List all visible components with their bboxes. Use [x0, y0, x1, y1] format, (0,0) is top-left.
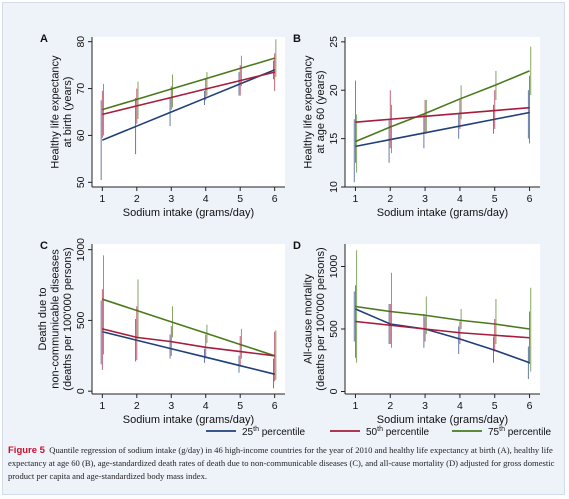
legend: 25th percentile 50th percentile 75th perce…	[206, 426, 552, 438]
y-tick-label: 500	[75, 312, 87, 330]
series-line-p75	[102, 57, 275, 111]
y-axis-label: All-cause mortality	[303, 274, 315, 364]
y-tick-label: 25	[328, 36, 340, 48]
series-line-p50	[355, 320, 530, 339]
figure-label: Figure 5	[8, 445, 45, 456]
y-tick-label: 80	[75, 36, 87, 48]
x-tick-label: 2	[387, 193, 393, 205]
y-tick-label: 1000	[328, 255, 340, 279]
x-tick-label: 5	[237, 400, 243, 412]
plot-area	[345, 37, 540, 187]
y-tick-label: 0	[328, 388, 340, 394]
y-tick-label: 50	[75, 176, 87, 188]
x-tick-label: 2	[134, 400, 140, 412]
x-axis-label: Sodium intake (grams/day)	[377, 207, 508, 219]
y-tick-label: 20	[328, 84, 340, 96]
x-tick-label: 4	[457, 193, 463, 205]
series-line-p25	[355, 308, 530, 364]
y-axis-label: at birth (years)	[62, 77, 74, 148]
plot-area	[345, 244, 540, 394]
series-line-p25	[102, 330, 275, 375]
y-tick-label: 15	[328, 133, 340, 145]
series-line-p25	[102, 69, 275, 141]
y-tick-label: 70	[75, 83, 87, 95]
y-axis-label: non-communicable diseases	[50, 249, 62, 389]
series-line-p75	[355, 305, 530, 330]
caption-text: Quantile regression of sodium intake (g/…	[8, 445, 555, 481]
x-tick-label: 5	[237, 193, 243, 205]
legend-label-p75: 75th percentile	[488, 426, 552, 438]
figure-caption: Figure 5 Quantile regression of sodium i…	[8, 444, 560, 483]
panel-letter: C	[40, 240, 48, 252]
series-line-p50	[102, 328, 275, 357]
chart-panel-d: D 1 2 3 4 5 6 0 500 1000 Sodium intake (grams/day)…	[293, 240, 540, 426]
plot-area	[92, 37, 285, 187]
x-tick-label: 4	[457, 400, 463, 412]
x-tick-label: 2	[134, 193, 140, 205]
y-tick-label: 10	[328, 181, 340, 193]
x-tick-label: 3	[168, 193, 174, 205]
legend-label-p50: 50th percentile	[366, 426, 430, 438]
x-tick-label: 5	[492, 400, 498, 412]
series-line-p50	[355, 106, 530, 123]
x-tick-label: 6	[527, 400, 533, 412]
x-tick-label: 1	[99, 400, 105, 412]
x-tick-label: 6	[272, 193, 278, 205]
x-tick-label: 4	[203, 400, 209, 412]
y-tick-label: 500	[328, 320, 340, 338]
panel-letter: D	[293, 240, 301, 252]
series-line-p25	[355, 111, 530, 148]
chart-panel-c: C 1 2 3 4 5 6 0 500 1000 Sodium intake (grams/day)…	[37, 238, 285, 426]
x-tick-label: 1	[353, 400, 359, 412]
y-tick-label: 0	[75, 388, 87, 394]
series-line-p50	[102, 71, 275, 116]
chart-panel-a: A 1 2 3 4 5 6 50 60 70 80 Sodium intake (grams/day)…	[40, 33, 285, 219]
x-tick-label: 4	[203, 193, 209, 205]
x-tick-label: 6	[272, 400, 278, 412]
y-tick-label: 60	[75, 129, 87, 141]
y-axis-label: (deaths per 100'000 persons)	[62, 247, 74, 390]
y-axis-label: Healthy life expectancy	[50, 55, 62, 169]
x-axis-label: Sodium intake (grams/day)	[123, 414, 254, 426]
chart-panel-b: B 1 2 3 4 5 6 10 15 20 25 Sodium intake (grams/day)…	[293, 33, 540, 219]
panel-letter: A	[40, 33, 48, 45]
x-tick-label: 3	[422, 400, 428, 412]
x-tick-label: 1	[353, 193, 359, 205]
y-axis-label: at age 60 (years)	[315, 70, 327, 153]
series-line-p75	[355, 70, 530, 143]
legend-label-p25: 25th percentile	[242, 426, 306, 438]
x-tick-label: 5	[492, 193, 498, 205]
y-tick-label: 1000	[75, 238, 87, 262]
panel-letter: B	[293, 33, 301, 45]
y-axis-label: Death due to	[37, 288, 49, 351]
series-line-p75	[102, 298, 275, 357]
x-tick-label: 3	[168, 400, 174, 412]
y-axis-label: (deaths per 100'000 persons)	[315, 247, 327, 390]
x-tick-label: 2	[387, 400, 393, 412]
x-axis-label: Sodium intake (grams/day)	[123, 207, 254, 219]
plot-area	[92, 244, 285, 394]
x-tick-label: 3	[422, 193, 428, 205]
x-axis-label: Sodium intake (grams/day)	[377, 414, 508, 426]
x-tick-label: 6	[527, 193, 533, 205]
y-axis-label: Healthy life expectancy	[303, 55, 315, 169]
x-tick-label: 1	[99, 193, 105, 205]
